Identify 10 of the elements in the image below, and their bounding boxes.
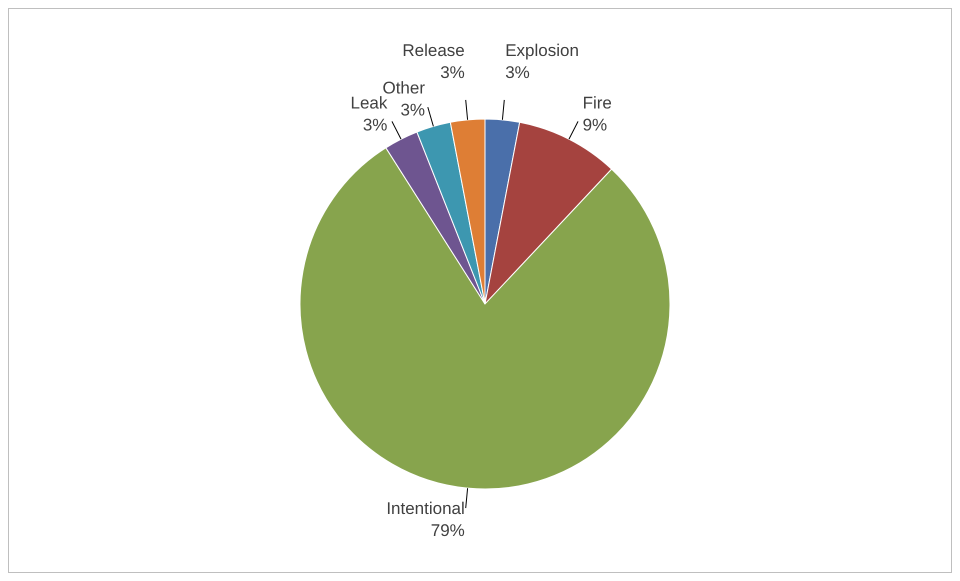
slice-label: Intentional [386,499,465,518]
data-label: 3% [505,62,530,82]
data-label: 3% [362,115,388,134]
slice-label: Release [402,40,465,60]
data-label: 3% [400,100,426,120]
data-label: 79% [430,521,465,540]
slice-label: Explosion [505,40,579,60]
data-label: 9% [582,115,608,134]
slice-label: Fire [582,93,612,112]
data-label: 3% [440,62,465,82]
